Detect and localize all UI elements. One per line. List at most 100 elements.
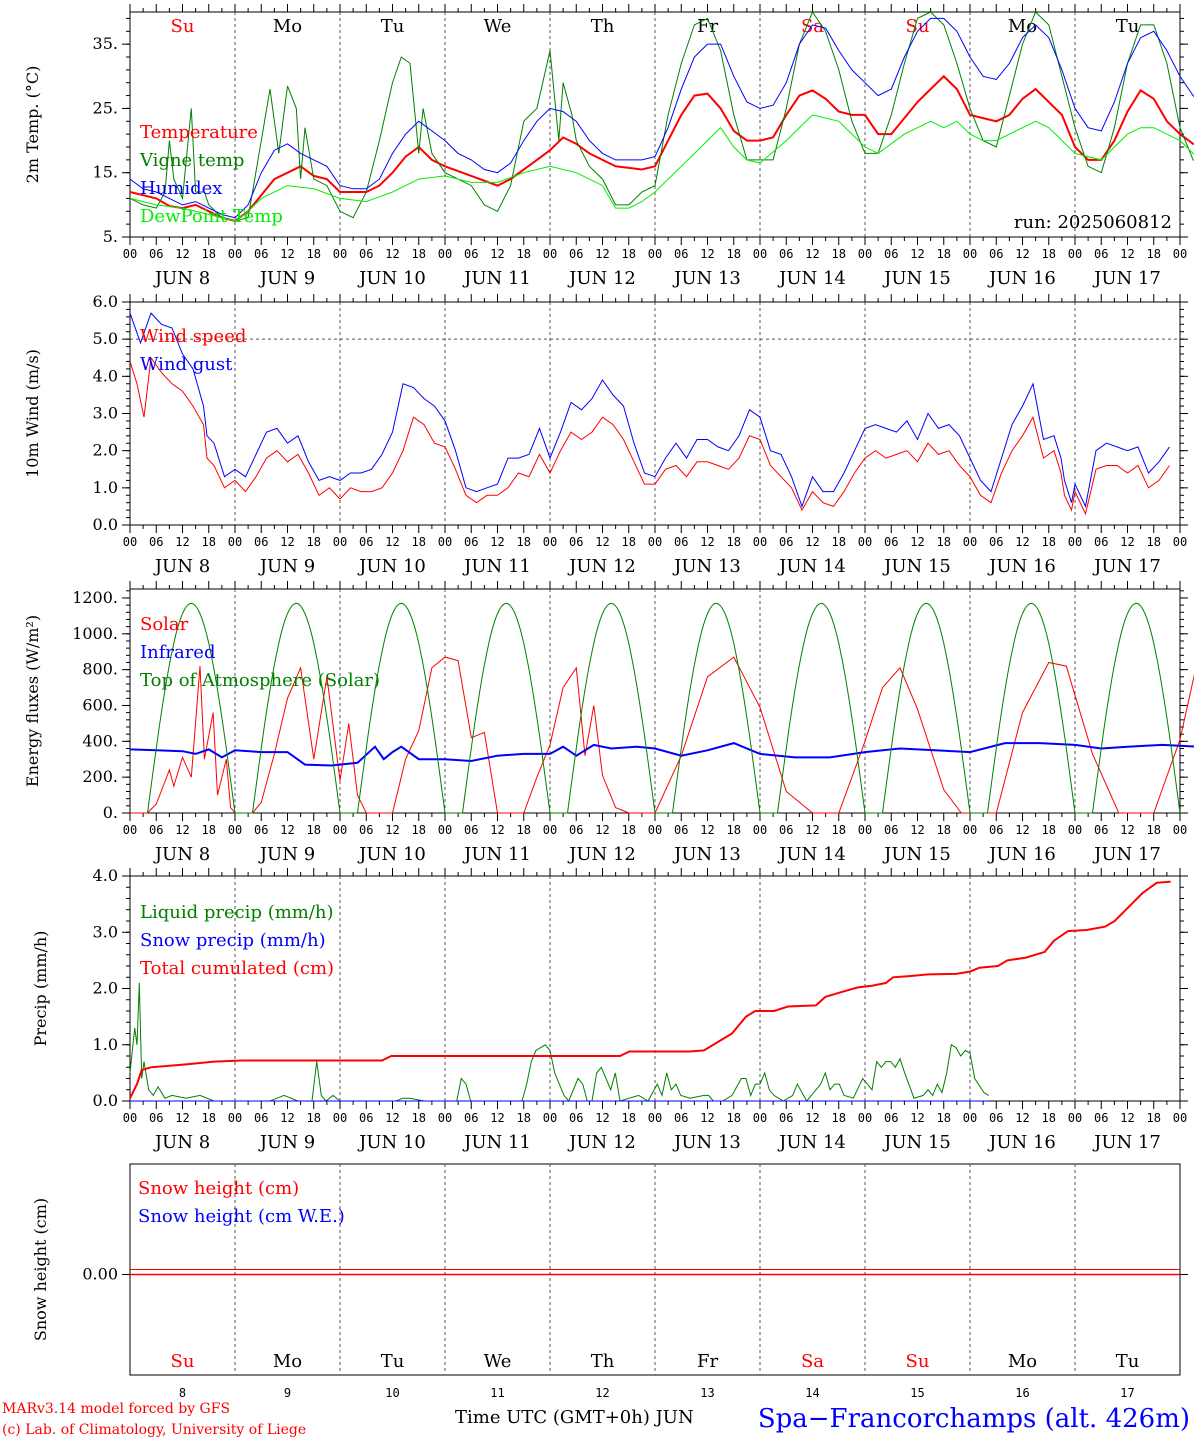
hour-tick-label: 06 [779,823,793,837]
ytick-label: 2.0 [93,979,118,998]
hour-tick-label: 06 [359,1111,373,1125]
ytick-label: 0.0 [93,1091,118,1110]
hour-tick-label: 00 [123,247,137,261]
legend-entry: Snow height (cm) [138,1178,299,1199]
hour-tick-label: 12 [1120,247,1134,261]
hour-tick-label: 12 [280,1111,294,1125]
hour-tick-label: 18 [202,1111,216,1125]
ytick-label: 6.0 [93,292,118,311]
date-label: JUN 10 [357,268,426,289]
date-label: JUN 15 [882,268,951,289]
y-axis-label: 10m Wind (m/s) [23,349,42,478]
legend-entry: Temperature [140,122,258,143]
series-line [129,10,1194,222]
hour-tick-label: 06 [779,247,793,261]
panel-1: 5. 15. 25. 35. 2m Temp. (°C) 00 06 12 18 JUN 8 00 0… [23,4,1194,289]
hour-tick-label: 06 [359,535,373,549]
hour-tick-label: 06 [254,1111,268,1125]
legend-entry: Liquid precip (mm/h) [140,902,334,923]
hour-tick-label: 18 [307,823,321,837]
hour-tick-label: 00 [333,247,347,261]
hour-tick-label: 12 [910,823,924,837]
day-name-label: Fr [697,1351,718,1372]
day-name-label: Th [591,1351,615,1372]
day-name-label: Mo [1008,1351,1037,1372]
hour-tick-label: 00 [963,535,977,549]
date-label: JUN 10 [357,556,426,577]
hour-tick-label: 00 [858,247,872,261]
legend-entry: DewPoint Temp [140,206,283,227]
hour-tick-label: 00 [963,247,977,261]
ytick-label: 0. [103,803,118,822]
day-name-label: Mo [273,16,302,37]
hour-tick-label: 06 [464,535,478,549]
date-label: JUN 9 [258,268,315,289]
panel-4: 0.0 1.0 2.0 3.0 4.0 Precip (mm/h) 00 06 12 18 JUN … [31,866,1188,1153]
day-number-label: 17 [1120,1386,1134,1400]
hour-tick-label: 18 [307,1111,321,1125]
date-label: JUN 15 [882,1132,951,1153]
hour-tick-label: 00 [753,247,767,261]
date-label: JUN 13 [672,844,741,865]
day-number-label: 15 [910,1386,924,1400]
date-label: JUN 11 [462,556,531,577]
hour-tick-label: 00 [1068,535,1082,549]
date-label: JUN 17 [1092,1132,1161,1153]
date-label: JUN 16 [987,844,1056,865]
hour-tick-label: 06 [1094,535,1108,549]
day-name-label: We [484,1351,512,1372]
day-number-label: 9 [284,1386,291,1400]
series-line [129,742,1194,767]
hour-tick-label: 06 [464,823,478,837]
hour-tick-label: 06 [884,823,898,837]
hour-tick-label: 12 [1015,535,1029,549]
ytick-label: 4.0 [93,866,118,885]
time-axis-label: Time UTC (GMT+0h) JUN [455,1407,694,1428]
hour-tick-label: 06 [149,247,163,261]
hour-tick-label: 00 [1173,247,1187,261]
hour-tick-label: 00 [858,535,872,549]
date-label: JUN 12 [567,268,636,289]
hour-tick-label: 18 [517,247,531,261]
date-label: JUN 10 [357,1132,426,1153]
hour-tick-label: 00 [543,535,557,549]
hour-tick-label: 12 [700,535,714,549]
hour-tick-label: 18 [937,247,951,261]
hour-tick-label: 18 [412,247,426,261]
hour-tick-label: 12 [1120,1111,1134,1125]
hour-tick-label: 06 [989,1111,1003,1125]
hour-tick-label: 18 [517,1111,531,1125]
hour-tick-label: 18 [1147,823,1161,837]
hour-tick-label: 18 [727,247,741,261]
panel-2: 0.0 1.0 2.0 3.0 4.0 5.0 6.0 10m Wind (m/s) 00 06 1… [23,292,1188,577]
hour-tick-label: 18 [1042,247,1056,261]
series-line [129,880,1171,1099]
hour-tick-label: 12 [1015,823,1029,837]
date-label: JUN 16 [987,556,1056,577]
legend-entry: Solar [140,614,189,635]
hour-tick-label: 00 [333,1111,347,1125]
hour-tick-label: 00 [123,823,137,837]
ytick-label: 15. [93,163,118,182]
hour-tick-label: 12 [805,1111,819,1125]
day-number-label: 13 [700,1386,714,1400]
hour-tick-label: 00 [648,1111,662,1125]
ytick-label: 1200. [72,588,118,607]
hour-tick-label: 12 [280,823,294,837]
hour-tick-label: 06 [464,1111,478,1125]
date-label: JUN 14 [777,268,846,289]
hour-tick-label: 18 [307,247,321,261]
ytick-label: 5.0 [93,329,118,348]
ytick-label: 1.0 [93,478,118,497]
y-axis-label: Energy fluxes (W/m²) [23,615,42,787]
hour-tick-label: 00 [123,1111,137,1125]
hour-tick-label: 06 [359,247,373,261]
date-label: JUN 13 [672,556,741,577]
hour-tick-label: 00 [228,535,242,549]
hour-tick-label: 18 [622,247,636,261]
legend-entry: Top of Atmosphere (Solar) [140,670,380,691]
date-label: JUN 16 [987,1132,1056,1153]
hour-tick-label: 00 [963,1111,977,1125]
ytick-label: 1000. [72,624,118,643]
